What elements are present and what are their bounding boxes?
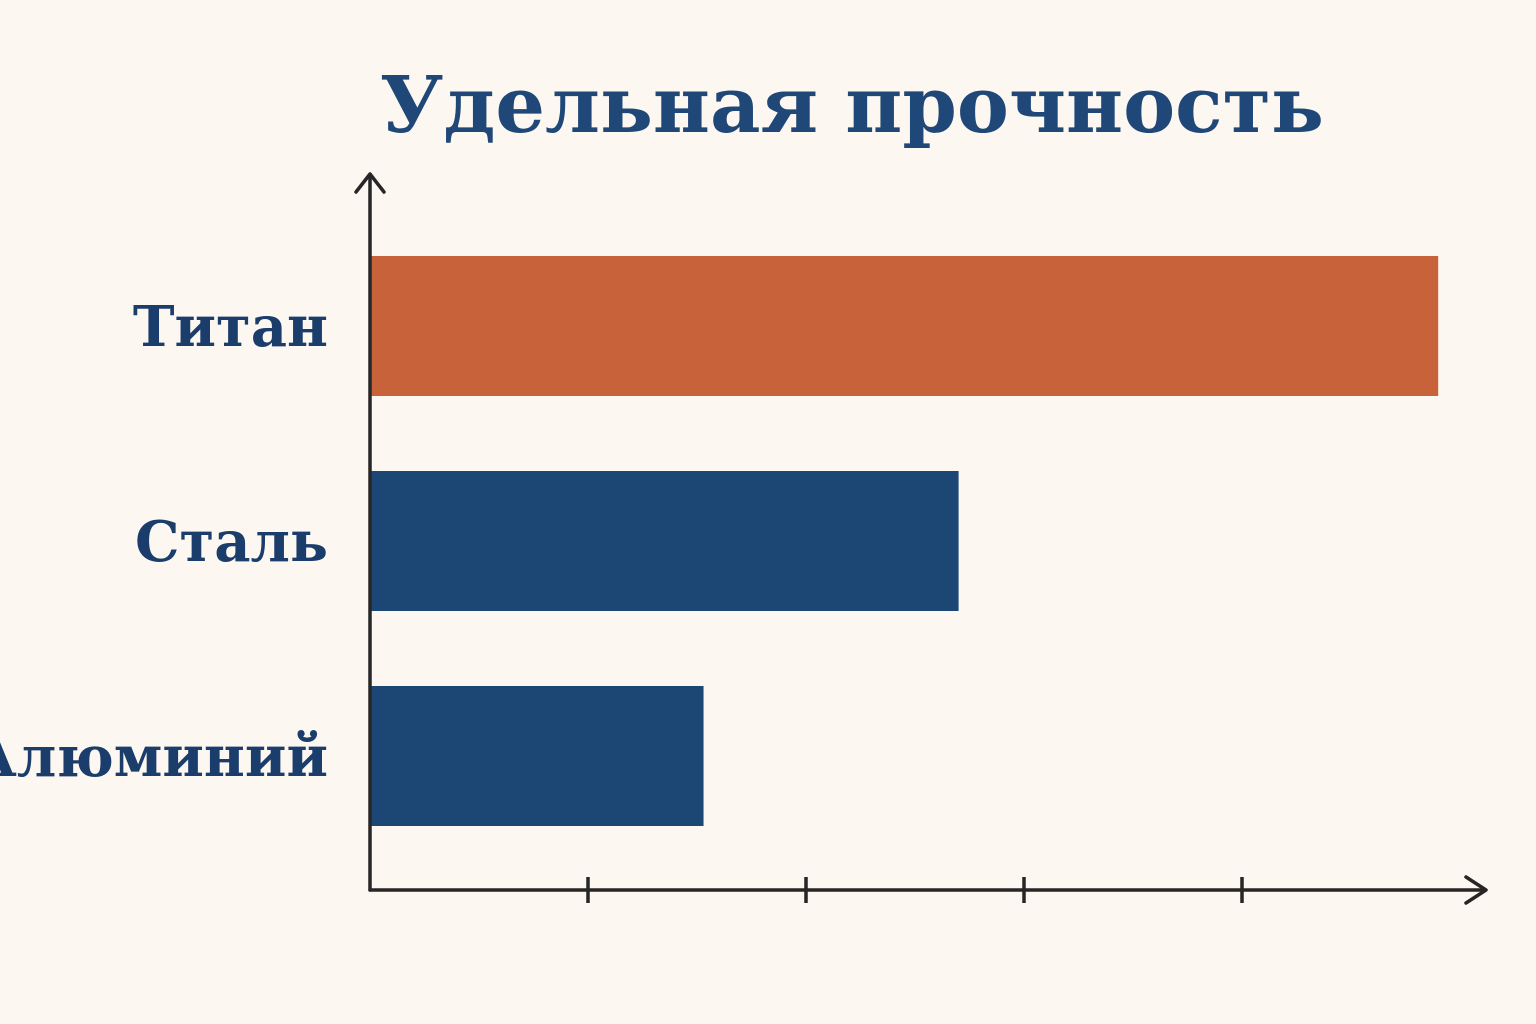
x-axis-arrow-icon (1464, 875, 1488, 905)
category-label-1: Титан (133, 294, 328, 360)
x-axis-ticks (586, 877, 1244, 903)
bar-3 (370, 686, 704, 826)
category-label-3: Алюминий (0, 724, 328, 790)
axes (354, 172, 1488, 905)
y-axis-arrow-icon (354, 172, 386, 194)
bar-2 (370, 471, 959, 611)
bars-layer (370, 256, 1439, 826)
bar-1 (370, 256, 1439, 396)
chart-title: Удельная прочность (380, 60, 1324, 151)
category-labels: Титан Сталь Алюминий (0, 294, 328, 790)
category-label-2: Сталь (135, 509, 328, 575)
